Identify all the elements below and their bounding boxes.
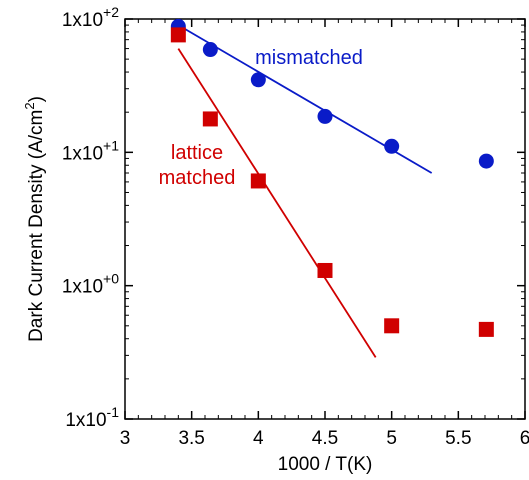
y-tick-label: 1x10+1 — [62, 137, 119, 164]
series-label-line: mismatched — [255, 47, 363, 69]
y-tick-label: 1x10+2 — [62, 4, 119, 31]
x-tick-label: 4.5 — [312, 428, 338, 449]
data-point-circle — [478, 153, 494, 169]
x-tick-label: 4 — [253, 428, 264, 449]
data-point-square — [202, 111, 218, 127]
data-point-square — [478, 321, 494, 337]
data-point-square — [250, 173, 266, 189]
series-label-line: matched — [159, 167, 236, 189]
y-tick-mantissa: 1x10 — [62, 10, 103, 31]
plot-frame — [124, 18, 526, 420]
fit-lines — [177, 24, 433, 358]
y-axis-title-main: Dark Current Density (A/cm — [26, 110, 47, 342]
y-axis-title-end: ) — [26, 96, 47, 102]
y-tick-mantissa: 1x10 — [65, 410, 106, 431]
series-label-0: mismatched — [255, 47, 363, 69]
data-point-square — [170, 27, 186, 43]
x-tick-label: 3 — [120, 428, 131, 449]
series-labels: mismatched lattice matched — [159, 47, 363, 189]
y-axis-title: Dark Current Density (A/cm2) — [22, 96, 47, 342]
x-tick-label: 3.5 — [178, 428, 204, 449]
x-tick-label: 6 — [520, 428, 529, 449]
data-point-circle — [317, 108, 333, 124]
y-tick-label: 1x10+0 — [62, 271, 119, 298]
series-label-1: lattice matched — [159, 142, 236, 189]
data-point-circle — [384, 138, 400, 154]
y-tick-label: 1x10-1 — [65, 404, 119, 431]
data-point-circle — [202, 42, 218, 58]
y-tick-exponent: -1 — [107, 404, 120, 420]
x-tick-label: 5.5 — [445, 428, 471, 449]
x-axis-ticks: 3 3.5 4 4.5 5 5.5 6 — [120, 19, 529, 449]
y-tick-mantissa: 1x10 — [62, 143, 103, 164]
y-tick-exponent: +2 — [103, 4, 119, 20]
fit-line-series-1 — [177, 48, 377, 358]
data-markers — [170, 18, 494, 337]
x-tick-label: 5 — [386, 428, 397, 449]
data-point-square — [317, 262, 333, 278]
y-axis-title-superscript: 2 — [22, 102, 37, 109]
series-label-line: lattice — [171, 142, 223, 164]
data-point-square — [384, 318, 400, 334]
y-tick-exponent: +1 — [103, 137, 119, 153]
x-axis-title: 1000 / T(K) — [278, 454, 373, 475]
y-tick-mantissa: 1x10 — [62, 277, 103, 298]
data-point-circle — [250, 72, 266, 88]
y-tick-exponent: +0 — [103, 271, 119, 287]
